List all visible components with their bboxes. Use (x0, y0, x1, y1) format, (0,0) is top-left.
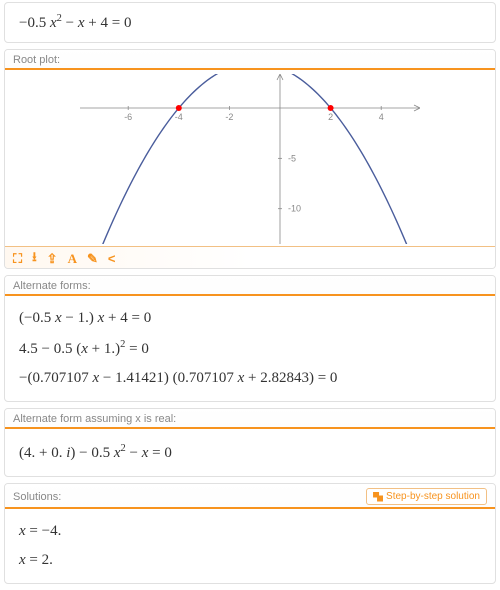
svg-text:-6: -6 (124, 112, 132, 122)
root-plot-title: Root plot: (5, 50, 495, 70)
download-icon[interactable]: ⭳ (32, 248, 37, 270)
alt-form-row: (−0.5 x − 1.) x + 4 = 0 (19, 304, 481, 333)
svg-text:2: 2 (328, 112, 333, 122)
plot-container: -6 -4 -2 2 4 -10 -5 (5, 70, 495, 246)
step-by-step-button[interactable]: Step-by-step solution (366, 488, 487, 505)
alt-real-row: (4. + 0. i) − 0.5 x2 − x = 0 (19, 437, 481, 468)
svg-text:-2: -2 (225, 112, 233, 122)
alternate-forms-section: Alternate forms: (−0.5 x − 1.) x + 4 = 0… (4, 275, 496, 402)
step-by-step-label: Step-by-step solution (386, 491, 480, 502)
alt-form-row: −(0.707107 x − 1.41421) (0.707107 x + 2.… (19, 364, 481, 393)
svg-text:-5: -5 (288, 153, 296, 163)
share-icon[interactable]: ⇪ (47, 251, 58, 267)
alt-real-title: Alternate form assuming x is real: (5, 409, 495, 429)
solution-row: x = −4. (19, 517, 481, 546)
svg-text:-10: -10 (288, 204, 301, 214)
solutions-header: Solutions: Step-by-step solution (5, 484, 495, 509)
input-equation-section: −0.5 x2 − x + 4 = 0 (4, 2, 496, 43)
social-icon[interactable]: < (108, 251, 116, 266)
steps-icon (373, 492, 383, 502)
solutions-section: Solutions: Step-by-step solution x = −4.… (4, 483, 496, 584)
solutions-title: Solutions: (13, 491, 61, 503)
alt-real-section: Alternate form assuming x is real: (4. +… (4, 408, 496, 477)
solution-row: x = 2. (19, 546, 481, 575)
svg-text:-4: -4 (175, 112, 183, 122)
plot-toolbar: ⛶ ⭳ ⇪ A ✎ < (5, 246, 495, 268)
solutions-body: x = −4. x = 2. (5, 509, 495, 583)
alt-real-body: (4. + 0. i) − 0.5 x2 − x = 0 (5, 429, 495, 476)
customize-icon[interactable]: ✎ (87, 251, 98, 267)
alternate-forms-title: Alternate forms: (5, 276, 495, 296)
text-icon[interactable]: A (68, 251, 77, 267)
svg-text:4: 4 (379, 112, 384, 122)
root-plot-svg: -6 -4 -2 2 4 -10 -5 (80, 74, 420, 244)
root-plot-section: Root plot: -6 -4 -2 2 4 -10 -5 ⛶ ⭳ ⇪ A ✎ < (4, 49, 496, 269)
input-equation: −0.5 x2 − x + 4 = 0 (5, 3, 495, 42)
alternate-forms-body: (−0.5 x − 1.) x + 4 = 0 4.5 − 0.5 (x + 1… (5, 296, 495, 401)
alt-form-row: 4.5 − 0.5 (x + 1.)2 = 0 (19, 333, 481, 364)
enlarge-icon[interactable]: ⛶ (13, 251, 22, 267)
